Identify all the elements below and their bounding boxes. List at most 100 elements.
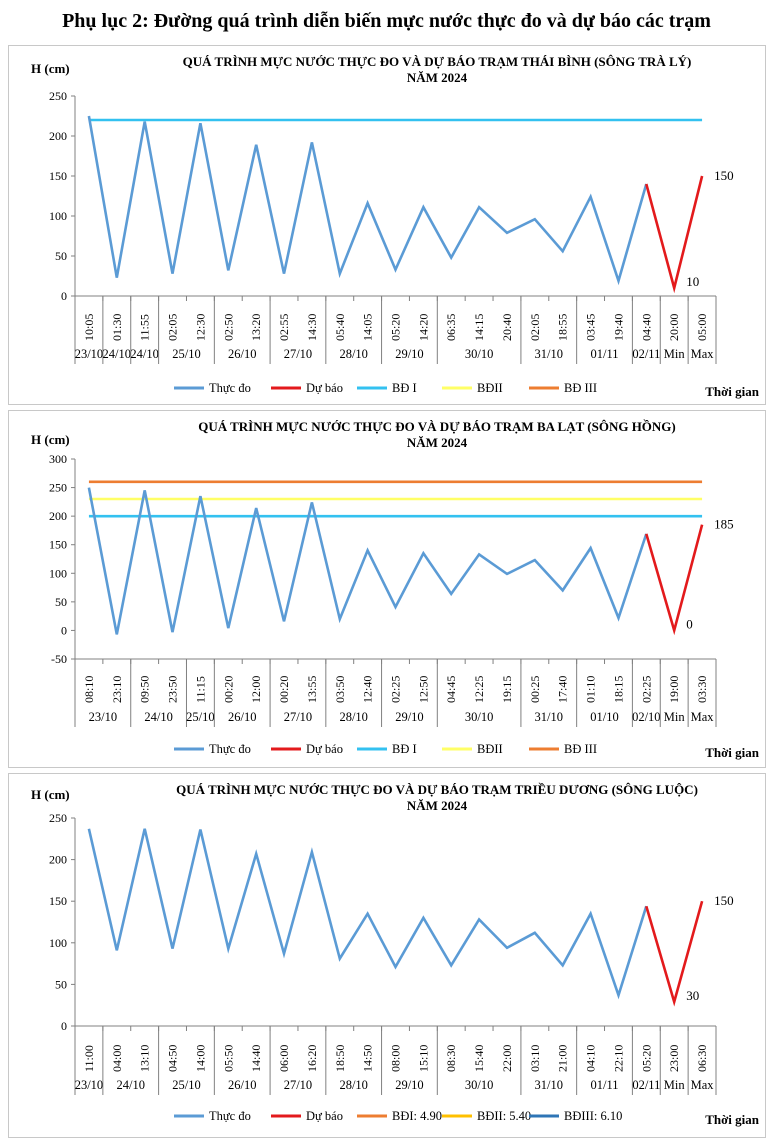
x-tick-label: 12:00 — [249, 676, 263, 703]
x-tick-label: 02:05 — [166, 314, 180, 341]
date-group-label: 28/10 — [339, 710, 367, 724]
x-tick-label: 05:50 — [221, 1045, 235, 1072]
x-tick-label: 15:40 — [472, 1045, 486, 1072]
x-tick-label: 05:00 — [695, 314, 709, 341]
y-tick-label: 100 — [49, 566, 67, 580]
chart-panel-thai-binh: QUÁ TRÌNH MỰC NƯỚC THỰC ĐO VÀ DỰ BÁO TRẠ… — [8, 45, 766, 405]
x-tick-label: 19:40 — [611, 314, 625, 341]
chart-title: QUÁ TRÌNH MỰC NƯỚC THỰC ĐO VÀ DỰ BÁO TRẠ… — [176, 782, 698, 797]
date-group-label: 27/10 — [284, 347, 312, 361]
legend-item-label: BĐI: 4.90 — [392, 1109, 442, 1123]
x-tick-label: 02:05 — [528, 314, 542, 341]
y-tick-label: 250 — [49, 481, 67, 495]
y-tick-label: 150 — [49, 894, 67, 908]
x-tick-label: 20:00 — [667, 314, 681, 341]
x-tick-label: 08:10 — [82, 676, 96, 703]
x-tick-label: 04:10 — [584, 1045, 598, 1072]
date-group-label: Min — [664, 1078, 686, 1092]
y-tick-label: 50 — [55, 977, 67, 991]
x-tick-label: 20:40 — [500, 314, 514, 341]
y-tick-label: 0 — [61, 1019, 67, 1033]
x-tick-label: 06:35 — [444, 314, 458, 341]
y-tick-label: 200 — [49, 129, 67, 143]
x-tick-label: 14:50 — [361, 1045, 375, 1072]
date-group-label: 25/10 — [172, 1078, 200, 1092]
x-tick-label: 02:55 — [277, 314, 291, 341]
date-group-label: 23/10 — [89, 710, 117, 724]
x-tick-label: 04:45 — [444, 676, 458, 703]
x-tick-label: 02:25 — [389, 676, 403, 703]
y-tick-label: 300 — [49, 452, 67, 466]
legend-item-label: BĐ III — [564, 381, 597, 395]
x-tick-label: 03:10 — [528, 1045, 542, 1072]
y-tick-label: 100 — [49, 209, 67, 223]
date-group-label: Max — [691, 347, 715, 361]
date-group-label: 31/10 — [535, 347, 563, 361]
date-group-label: 26/10 — [228, 710, 256, 724]
date-group-label: 01/10 — [590, 710, 618, 724]
date-group-label: Max — [691, 1078, 715, 1092]
date-group-label: 02/10 — [632, 710, 660, 724]
legend-item-label: Thực đo — [209, 1109, 251, 1123]
x-tick-label: 06:00 — [277, 1045, 291, 1072]
y-tick-label: 100 — [49, 936, 67, 950]
x-tick-label: 21:00 — [556, 1045, 570, 1072]
x-tick-label: 14:15 — [472, 314, 486, 341]
x-tick-label: 18:50 — [333, 1045, 347, 1072]
x-tick-label: 22:10 — [611, 1045, 625, 1072]
x-tick-label: 04:00 — [110, 1045, 124, 1072]
date-group-label: 02/11 — [632, 1078, 660, 1092]
x-tick-label: 13:55 — [305, 676, 319, 703]
observed-series-line — [87, 487, 648, 635]
x-tick-label: 11:55 — [138, 314, 152, 341]
x-tick-label: 14:30 — [305, 314, 319, 341]
x-tick-label: 00:20 — [277, 676, 291, 703]
date-group-label: 25/10 — [186, 710, 214, 724]
x-axis-label: Thời gian — [705, 384, 760, 399]
date-group-label: 31/10 — [535, 1078, 563, 1092]
chart-trieu-duong: QUÁ TRÌNH MỰC NƯỚC THỰC ĐO VÀ DỰ BÁO TRẠ… — [31, 782, 760, 1127]
date-group-label: 27/10 — [284, 710, 312, 724]
x-tick-label: 05:20 — [389, 314, 403, 341]
forecast-max-label: 185 — [714, 517, 734, 532]
x-tick-label: 01:10 — [584, 676, 598, 703]
legend-item-label: BĐII — [477, 381, 503, 395]
x-tick-label: 05:20 — [639, 1045, 653, 1072]
x-tick-label: 14:05 — [361, 314, 375, 341]
x-tick-label: 23:00 — [667, 1045, 681, 1072]
x-tick-label: 03:45 — [584, 314, 598, 341]
x-tick-label: 14:40 — [249, 1045, 263, 1072]
x-tick-label: 08:00 — [389, 1045, 403, 1072]
y-axis-label: H (cm) — [31, 432, 70, 447]
page-title: Phụ lục 2: Đường quá trình diễn biến mực… — [62, 10, 711, 32]
x-tick-label: 03:50 — [333, 676, 347, 703]
forecast-min-label: 30 — [686, 988, 699, 1003]
x-tick-label: 04:40 — [639, 314, 653, 341]
chart-subtitle: NĂM 2024 — [407, 435, 468, 450]
x-axis-label: Thời gian — [705, 745, 760, 760]
x-tick-label: 12:40 — [361, 676, 375, 703]
y-tick-label: 250 — [49, 89, 67, 103]
observed-series-line — [87, 115, 648, 286]
x-tick-label: 11:15 — [193, 676, 207, 703]
legend-item-label: Dự báo — [306, 742, 343, 756]
chart-subtitle: NĂM 2024 — [407, 70, 468, 85]
legend-item-label: BĐ I — [392, 742, 417, 756]
legend-item-label: BĐII — [477, 742, 503, 756]
date-group-label: 26/10 — [228, 1078, 256, 1092]
x-tick-label: 14:20 — [416, 314, 430, 341]
y-tick-label: 200 — [49, 853, 67, 867]
forecast-series-line — [645, 175, 704, 294]
x-tick-label: 23:10 — [110, 676, 124, 703]
legend-item-label: Thực đo — [209, 381, 251, 395]
x-tick-label: 17:40 — [556, 676, 570, 703]
x-tick-label: 12:50 — [416, 676, 430, 703]
date-group-label: 25/10 — [172, 347, 200, 361]
chart-panel-trieu-duong: QUÁ TRÌNH MỰC NƯỚC THỰC ĐO VÀ DỰ BÁO TRẠ… — [8, 773, 766, 1138]
chart-panel-ba-lat: QUÁ TRÌNH MỰC NƯỚC THỰC ĐO VÀ DỰ BÁO TRẠ… — [8, 410, 766, 768]
date-group-label: 29/10 — [395, 1078, 423, 1092]
x-tick-label: 00:25 — [528, 676, 542, 703]
date-group-label: 29/10 — [395, 710, 423, 724]
date-group-label: 01/11 — [591, 1078, 619, 1092]
chart-title: QUÁ TRÌNH MỰC NƯỚC THỰC ĐO VÀ DỰ BÁO TRẠ… — [183, 54, 692, 69]
